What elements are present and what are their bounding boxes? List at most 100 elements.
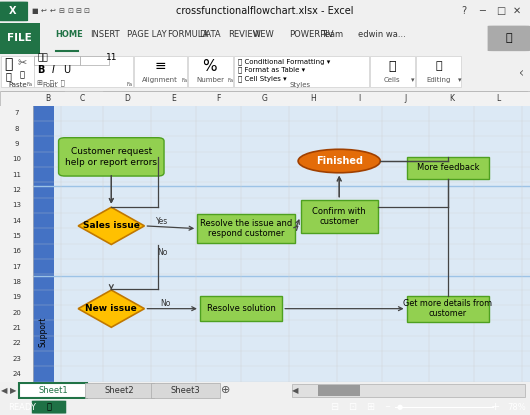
Text: 🔍: 🔍 — [436, 61, 442, 71]
FancyBboxPatch shape — [19, 383, 87, 398]
Text: ⊟: ⊟ — [75, 8, 82, 14]
FancyBboxPatch shape — [85, 383, 154, 398]
Text: 15: 15 — [12, 233, 21, 239]
Text: ?: ? — [461, 6, 466, 16]
Text: Team: Team — [321, 30, 343, 39]
Text: 23: 23 — [12, 356, 21, 362]
Bar — [0, 23, 40, 54]
Text: PAGE LAY: PAGE LAY — [127, 30, 167, 39]
Bar — [80, 56, 109, 65]
FancyBboxPatch shape — [32, 400, 66, 414]
Text: READY: READY — [8, 403, 36, 412]
Text: Get more details from
customer: Get more details from customer — [403, 299, 492, 318]
Text: F: F — [216, 95, 221, 103]
Text: ⊞: ⊞ — [366, 402, 374, 412]
Bar — [134, 56, 187, 88]
Text: 13: 13 — [12, 203, 21, 208]
Polygon shape — [78, 290, 144, 327]
Text: edwin wa...: edwin wa... — [358, 30, 405, 39]
Text: ✂: ✂ — [17, 59, 27, 69]
Bar — [234, 56, 369, 88]
Text: Fa: Fa — [227, 78, 234, 83]
Text: More feedback: More feedback — [417, 164, 479, 172]
FancyBboxPatch shape — [58, 138, 164, 176]
Text: Finished: Finished — [316, 156, 363, 166]
Bar — [407, 295, 489, 322]
Text: 8: 8 — [14, 126, 19, 132]
Text: 12: 12 — [12, 187, 21, 193]
Text: 19: 19 — [12, 295, 21, 300]
Text: 16: 16 — [12, 249, 21, 254]
Text: POWERPIV: POWERPIV — [289, 30, 333, 39]
Text: 24: 24 — [12, 371, 21, 377]
Text: FILE: FILE — [7, 33, 32, 43]
Text: Customer request
help or report errors: Customer request help or report errors — [65, 147, 157, 166]
Bar — [34, 56, 80, 65]
Text: Confirm with
customer: Confirm with customer — [312, 207, 366, 226]
Bar — [34, 56, 132, 88]
FancyBboxPatch shape — [488, 26, 530, 51]
Text: 📊 Conditional Formatting ▾: 📊 Conditional Formatting ▾ — [238, 59, 331, 65]
Polygon shape — [78, 207, 144, 244]
Text: H: H — [310, 95, 315, 103]
Bar — [198, 214, 296, 243]
Text: ⬜: ⬜ — [388, 60, 396, 73]
Text: 📋 Format as Table ▾: 📋 Format as Table ▾ — [238, 67, 306, 73]
Text: K: K — [449, 95, 454, 103]
Text: Sheet2: Sheet2 — [104, 386, 134, 395]
Text: E: E — [171, 95, 176, 103]
Text: Sales issue: Sales issue — [83, 221, 140, 230]
Text: ▾: ▾ — [411, 78, 414, 83]
Text: Fa: Fa — [26, 83, 32, 88]
Bar — [1, 90, 64, 105]
Text: 📋: 📋 — [20, 70, 25, 79]
Bar — [301, 200, 377, 233]
Text: Yes: Yes — [155, 217, 168, 226]
Bar — [188, 56, 233, 88]
Bar — [1, 56, 34, 88]
Text: No: No — [157, 248, 168, 257]
Text: D: D — [124, 95, 130, 103]
Text: U: U — [64, 65, 70, 75]
Bar — [318, 385, 360, 396]
Bar — [33, 106, 54, 382]
Text: I: I — [52, 65, 55, 75]
Text: B: B — [37, 65, 45, 75]
Text: 10: 10 — [12, 156, 21, 163]
Text: 9: 9 — [14, 141, 19, 147]
Text: ↩: ↩ — [49, 8, 56, 14]
Text: 11: 11 — [12, 172, 21, 178]
Text: INSERT: INSERT — [90, 30, 120, 39]
Text: A1: A1 — [21, 93, 34, 103]
Text: %: % — [202, 59, 217, 74]
Text: REVIEW: REVIEW — [228, 30, 261, 39]
Text: C: C — [80, 95, 85, 103]
Text: Resolve the issue and
respond customer: Resolve the issue and respond customer — [200, 219, 293, 238]
Text: 21: 21 — [12, 325, 21, 331]
Text: J: J — [404, 95, 407, 103]
Text: Alignment: Alignment — [142, 78, 178, 83]
Text: 👤: 👤 — [506, 33, 512, 43]
Bar — [407, 156, 489, 179]
Text: Font: Font — [43, 82, 58, 88]
Bar — [0, 91, 530, 106]
Text: 11: 11 — [106, 53, 118, 62]
Text: 78%: 78% — [507, 403, 526, 412]
Text: ─: ─ — [385, 404, 389, 410]
Bar — [370, 56, 415, 88]
Text: G: G — [262, 95, 268, 103]
Bar — [103, 90, 527, 105]
Text: ⊟: ⊟ — [58, 8, 65, 14]
Text: Fa: Fa — [127, 83, 133, 88]
Text: ●: ● — [397, 404, 403, 410]
Text: X: X — [9, 6, 16, 16]
Text: ■: ■ — [31, 8, 38, 14]
Text: ↩: ↩ — [40, 8, 47, 14]
Text: ✕: ✕ — [513, 6, 521, 16]
Bar — [416, 56, 461, 88]
Text: ≡: ≡ — [154, 59, 166, 73]
Text: 宋体: 宋体 — [37, 53, 48, 62]
Text: VIEW: VIEW — [253, 30, 275, 39]
Text: 7: 7 — [14, 110, 19, 117]
Text: FORMULA: FORMULA — [167, 30, 208, 39]
